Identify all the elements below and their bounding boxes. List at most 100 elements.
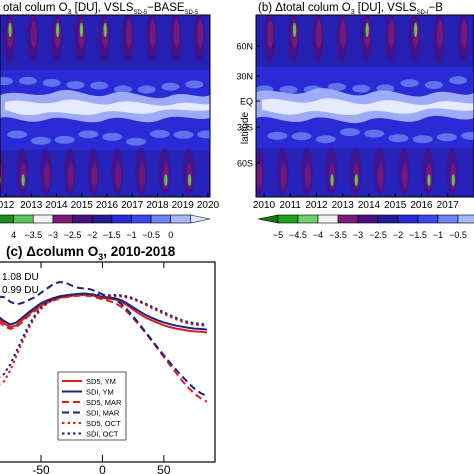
colorbar-left-label: −3.5 — [24, 230, 42, 240]
colorbar-swatch — [417, 214, 439, 224]
colorbar-left: 4 −3.5 −3 −2.5 −2 −1.5 −1 −0.5 0 — [0, 214, 211, 240]
colorbar-swatch — [297, 214, 319, 224]
colorbar-right-label: −2 — [393, 230, 403, 240]
heatmap-patch — [0, 77, 14, 86]
colorbar-swatch — [190, 214, 211, 224]
heatmap-streak — [436, 20, 443, 48]
panel-b-x-tick-label: 2016 — [410, 200, 433, 211]
colorbar-swatch — [0, 214, 14, 224]
heatmap-patch — [436, 133, 457, 142]
panel-a-x-tick-label: 2015 — [71, 200, 94, 211]
panel-a-heatmap — [0, 15, 210, 197]
heatmap-patch — [161, 82, 180, 91]
heatmap-patch — [173, 130, 194, 139]
heatmap-streak — [103, 23, 107, 37]
colorbar-right-label: −3 — [353, 230, 363, 240]
legend-label: SD5, YM — [86, 377, 116, 386]
heatmap-patch — [388, 134, 409, 143]
panel-a-x-tick-label: 012 — [0, 200, 15, 211]
panel-c-annotation-1: 1.08 DU — [2, 272, 39, 283]
heatmap-patch — [30, 136, 51, 145]
heatmap-streak — [43, 163, 50, 189]
legend-label: SDI, OCT — [86, 430, 119, 439]
heatmap-streak — [197, 20, 204, 48]
legend-box — [57, 371, 127, 441]
heatmap-streak — [365, 23, 369, 37]
heatmap-patch — [90, 81, 109, 90]
colorbar-swatch — [131, 214, 152, 224]
heatmap-patch — [113, 85, 132, 94]
series-line-0 — [0, 293, 208, 334]
heatmap-streak — [91, 163, 98, 189]
heatmap-patch — [78, 130, 99, 139]
colorbar-left-label: 0 — [168, 230, 173, 240]
heatmap-streak — [414, 23, 418, 37]
colorbar-right-label: −4.5 — [289, 230, 307, 240]
heatmap-streak — [188, 174, 192, 186]
colorbar-right-label: −1 — [433, 230, 443, 240]
panel-b-y-axis-label: latitude — [240, 111, 251, 144]
heatmap-streak — [125, 20, 132, 48]
colorbar-left-label: 4 — [11, 230, 16, 240]
colorbar-right-label: −1.5 — [409, 230, 427, 240]
heatmap-patch — [197, 130, 210, 139]
heatmap-patch — [102, 132, 123, 141]
heatmap-patch — [400, 79, 419, 88]
heatmap-patch — [125, 137, 146, 146]
heatmap-patch — [267, 131, 288, 140]
legend-label: SD5, OCT — [86, 419, 121, 428]
heatmap-patch — [352, 84, 371, 93]
heatmap-patch — [291, 132, 312, 141]
heatmap-streak — [115, 163, 122, 189]
legend-label: SD5, MAR — [86, 398, 122, 407]
heatmap-patch — [315, 135, 336, 144]
heatmap-streak — [461, 20, 468, 48]
heatmap-streak — [304, 163, 311, 189]
heatmap-streak — [173, 20, 180, 48]
colorbar-left-label: −1 — [126, 230, 136, 240]
panel-a-x-axis: 012 2013 2014 2015 2016 2017 2018 2019 2020 — [0, 193, 220, 211]
colorbar-left-label: −2.5 — [64, 230, 82, 240]
heatmap-streak — [164, 174, 168, 186]
heatmap-streak — [292, 23, 297, 37]
heatmap-patch — [279, 85, 298, 94]
panel-c-x-tick-label: -50 — [32, 463, 50, 474]
colorbar-left-label: −0.5 — [142, 230, 160, 240]
panel-a-tropical-band-inner — [5, 99, 210, 116]
heatmap-streak — [56, 23, 60, 37]
panel-b-x-tick-label: 2010 — [253, 200, 276, 211]
colorbar-swatch — [72, 214, 93, 224]
panel-c-series — [0, 280, 208, 403]
colorbar-right-label: −0.5 — [449, 230, 467, 240]
heatmap-streak — [451, 174, 455, 186]
panel-b-y-tick-label: 30S — [237, 123, 253, 133]
heatmap-patch — [364, 129, 385, 138]
panel-b-band-south — [256, 148, 474, 197]
colorbar-swatch — [317, 214, 339, 224]
colorbar-left-label: −1.5 — [103, 230, 121, 240]
panel-a-frame — [0, 14, 211, 198]
heatmap-patch — [7, 130, 28, 139]
heatmap-streak — [339, 20, 346, 48]
heatmap-patch — [327, 82, 346, 91]
colorbar-swatch — [170, 214, 191, 224]
panel-b-y-tick-label: 60S — [237, 159, 253, 169]
heatmap-patch — [449, 76, 468, 85]
panel-c-title: (c) Δcolumn O3, 2010-2018 — [6, 244, 176, 262]
heatmap-patch — [54, 135, 75, 144]
heatmap-patch — [424, 81, 443, 90]
panel-b-frame — [255, 14, 474, 198]
heatmap-streak — [67, 163, 74, 189]
panel-b-heatmap — [256, 15, 474, 197]
colorbar-left-label: −3 — [48, 230, 58, 240]
panel-a-x-tick-label: 2020 — [197, 200, 220, 211]
series-line-4 — [0, 294, 208, 385]
panel-b-y-tick-label: 30N — [236, 72, 253, 82]
colorbar-right-label: −4 — [313, 230, 323, 240]
legend-label: SDI, YM — [86, 388, 114, 397]
colorbar-right-label: −5 — [273, 230, 283, 240]
colorbar-swatch — [13, 214, 34, 224]
colorbar-swatch — [91, 214, 113, 224]
